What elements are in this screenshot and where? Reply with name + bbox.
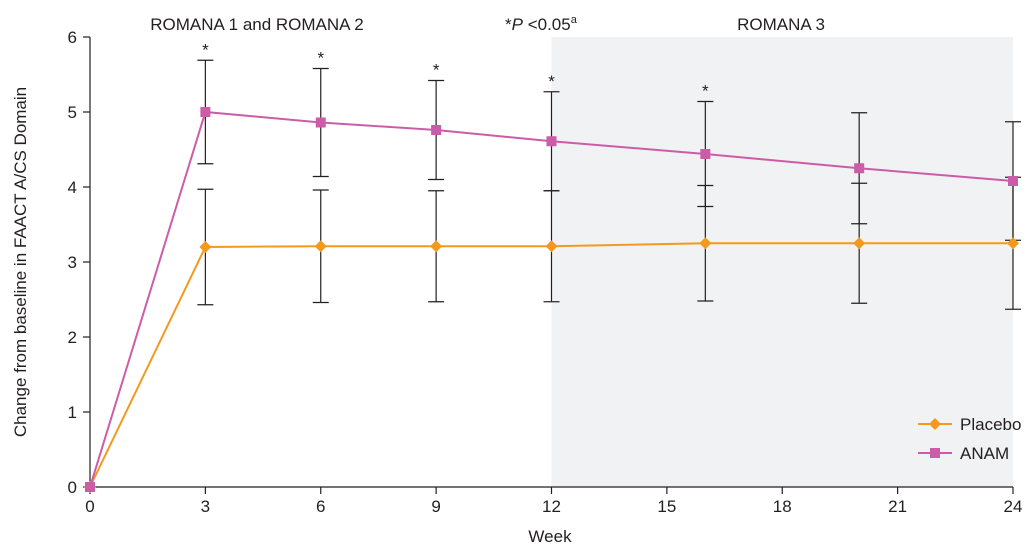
y-tick-label: 1 [68, 403, 77, 422]
significance-star: * [433, 61, 440, 80]
data-point-placebo [699, 237, 712, 250]
legend-marker-anam [930, 448, 940, 458]
data-point-anam [315, 117, 326, 128]
significance-stars: * * * * * [202, 40, 709, 100]
significance-note: *P <0.05a [505, 14, 578, 34]
data-point-placebo [430, 240, 443, 253]
y-axis-label: Change from baseline in FAACT A/CS Domai… [11, 87, 30, 437]
x-tick-label: 12 [542, 497, 561, 516]
x-tick-label: 9 [431, 497, 440, 516]
y-tick-label: 6 [68, 28, 77, 47]
y-tick-label: 5 [68, 103, 77, 122]
significance-star: * [702, 82, 709, 101]
x-tick-label: 0 [85, 497, 94, 516]
data-point-placebo [545, 240, 558, 253]
series-markers [84, 107, 1019, 493]
data-point-anam [546, 136, 557, 147]
significance-star: * [317, 49, 324, 68]
significance-note-star: * [505, 15, 512, 34]
legend: Placebo ANAM [918, 415, 1021, 463]
y-tick-label: 0 [68, 478, 77, 497]
data-point-anam [700, 149, 711, 159]
shaded-region-layer [551, 37, 1013, 487]
x-tick-label: 18 [773, 497, 792, 516]
y-tick-label: 3 [68, 253, 77, 272]
data-point-anam [854, 163, 865, 174]
x-tick-label: 6 [316, 497, 325, 516]
legend-label-anam: ANAM [960, 444, 1009, 463]
x-axis-label: Week [528, 527, 572, 546]
legend-label-placebo: Placebo [960, 415, 1021, 434]
region-label-right: ROMANA 3 [737, 15, 825, 34]
shaded-region [551, 37, 1013, 487]
y-tick-label: 2 [68, 328, 77, 347]
data-point-placebo [314, 240, 327, 253]
data-point-anam [431, 125, 442, 135]
x-tick-label: 21 [888, 497, 907, 516]
significance-note-p: P [512, 15, 524, 34]
x-tick-label: 24 [1004, 497, 1023, 516]
significance-star: * [548, 72, 555, 91]
data-point-anam [1008, 176, 1018, 186]
significance-star: * [202, 40, 209, 59]
y-tick-label: 4 [68, 178, 77, 197]
data-point-placebo [199, 241, 212, 253]
region-label-left: ROMANA 1 and ROMANA 2 [150, 15, 364, 34]
significance-note-rest: <0.05 [523, 15, 571, 34]
series-lines [89, 110, 1014, 488]
data-point-anam [85, 482, 95, 492]
series-line-anam [89, 110, 1014, 488]
data-point-placebo [1007, 237, 1019, 250]
x-tick-label: 3 [201, 497, 210, 516]
x-tick-label: 15 [657, 497, 676, 516]
significance-note-sup: a [571, 14, 578, 26]
data-point-anam [200, 107, 211, 117]
legend-marker-placebo [929, 418, 941, 430]
data-point-placebo [853, 237, 866, 250]
series-line-placebo [89, 242, 1013, 488]
